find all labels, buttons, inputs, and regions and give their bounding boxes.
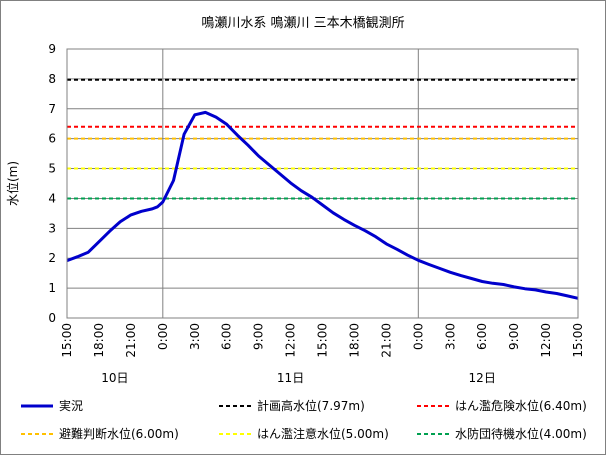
legend-label: 避難判断水位(6.00m) [59, 426, 179, 441]
x-tick-label: 18:00 [347, 323, 361, 358]
y-tick-label: 5 [48, 162, 56, 176]
y-tick-label: 1 [48, 281, 56, 295]
day-label: 12日 [469, 371, 496, 385]
plot-area-border [66, 48, 579, 319]
chart-title: 鳴瀬川水系 鳴瀬川 三本木橋観測所 [201, 16, 404, 31]
x-tick-label: 15:00 [571, 323, 585, 358]
y-tick-label: 9 [48, 42, 56, 56]
x-tick-label: 0:00 [156, 323, 170, 350]
x-tick-label: 21:00 [379, 323, 393, 358]
y-axis-label: 水位(m) [5, 161, 20, 206]
y-tick-label: 6 [48, 132, 56, 146]
legend-label: はん濫危険水位(6.40m) [455, 398, 587, 413]
x-tick-label: 9:00 [252, 323, 266, 350]
legend-label: 計画高水位(7.97m) [257, 398, 365, 413]
threshold-lines [67, 78, 578, 200]
day-label: 11日 [277, 371, 304, 385]
day-labels: 10日 11日 12日 [101, 371, 496, 385]
y-tick-label: 7 [48, 102, 56, 116]
x-tick-label: 21:00 [124, 323, 138, 358]
x-tick-label: 12:00 [284, 323, 298, 358]
y-tick-label: 4 [48, 191, 56, 205]
legend: 実況 計画高水位(7.97m) はん濫危険水位(6.40m) 避難判断水位(6.00m… [21, 398, 587, 441]
x-tick-label: 15:00 [316, 323, 330, 358]
x-tick-label: 15:00 [60, 323, 74, 358]
day-label: 10日 [101, 371, 128, 385]
x-tick-label: 0:00 [411, 323, 425, 350]
x-axis-ticks: 15:00 18:00 21:00 0:00 3:00 6:00 9:00 12:00 15:0… [60, 323, 585, 358]
x-tick-label: 12:00 [539, 323, 553, 358]
legend-label: 実況 [59, 398, 83, 413]
x-tick-label: 6:00 [475, 323, 489, 350]
x-tick-label: 18:00 [92, 323, 106, 358]
x-tick-label: 3:00 [443, 323, 457, 350]
y-tick-label: 8 [48, 72, 56, 86]
series-line [66, 110, 579, 300]
series-lines [66, 110, 579, 300]
y-tick-label: 3 [48, 221, 56, 235]
y-tick-label: 0 [48, 311, 56, 325]
y-tick-label: 2 [48, 251, 56, 265]
x-tick-label: 3:00 [188, 323, 202, 350]
x-tick-label: 6:00 [220, 323, 234, 350]
legend-label: はん濫注意水位(5.00m) [257, 426, 389, 441]
y-axis-ticks: 0 1 2 3 4 5 6 7 8 9 [48, 42, 56, 325]
legend-label: 水防団待機水位(4.00m) [455, 426, 587, 441]
grid [67, 48, 578, 319]
x-tick-label: 9:00 [507, 323, 521, 350]
